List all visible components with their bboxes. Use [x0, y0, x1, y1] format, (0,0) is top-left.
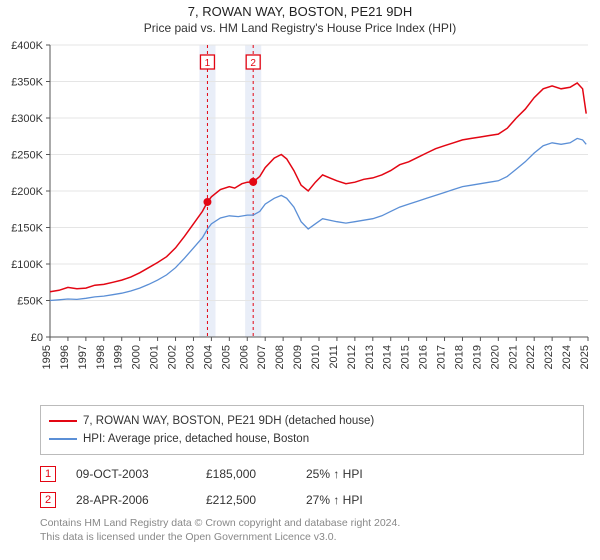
svg-text:2: 2: [250, 58, 256, 69]
svg-text:1999: 1999: [113, 345, 125, 369]
svg-text:2007: 2007: [256, 345, 268, 369]
title-address: 7, ROWAN WAY, BOSTON, PE21 9DH: [0, 4, 600, 19]
svg-text:1995: 1995: [41, 345, 53, 369]
svg-text:2024: 2024: [561, 345, 573, 369]
sale-marker: 2: [40, 492, 56, 508]
svg-text:2013: 2013: [364, 345, 376, 369]
svg-text:2025: 2025: [579, 345, 591, 369]
sale-date: 09-OCT-2003: [76, 467, 186, 481]
svg-text:1997: 1997: [77, 345, 89, 369]
sale-row: 2 28-APR-2006 £212,500 27% ↑ HPI: [40, 487, 584, 513]
svg-text:£200K: £200K: [11, 186, 43, 198]
svg-text:2012: 2012: [346, 345, 358, 369]
svg-text:2005: 2005: [220, 345, 232, 369]
svg-text:2004: 2004: [202, 345, 214, 369]
svg-text:2010: 2010: [310, 345, 322, 369]
sale-row: 1 09-OCT-2003 £185,000 25% ↑ HPI: [40, 461, 584, 487]
svg-text:£50K: £50K: [17, 296, 43, 308]
legend: 7, ROWAN WAY, BOSTON, PE21 9DH (detached…: [40, 405, 584, 455]
svg-text:2019: 2019: [471, 345, 483, 369]
svg-text:2006: 2006: [238, 345, 250, 369]
footer-line: Contains HM Land Registry data © Crown c…: [40, 517, 584, 531]
svg-text:2015: 2015: [400, 345, 412, 369]
sale-diff: 25% ↑ HPI: [306, 467, 396, 481]
footer-line: This data is licensed under the Open Gov…: [40, 531, 584, 545]
svg-text:2021: 2021: [507, 345, 519, 369]
svg-text:2018: 2018: [453, 345, 465, 369]
legend-item-subject: 7, ROWAN WAY, BOSTON, PE21 9DH (detached…: [49, 412, 575, 430]
svg-text:2000: 2000: [131, 345, 143, 369]
svg-text:2020: 2020: [489, 345, 501, 369]
svg-text:£400K: £400K: [11, 40, 43, 52]
sale-price: £185,000: [206, 467, 286, 481]
svg-text:2014: 2014: [382, 345, 394, 369]
svg-text:1: 1: [205, 58, 211, 69]
svg-text:2009: 2009: [292, 345, 304, 369]
svg-text:£250K: £250K: [11, 150, 43, 162]
sale-price: £212,500: [206, 493, 286, 507]
sale-diff: 27% ↑ HPI: [306, 493, 396, 507]
sale-marker: 1: [40, 466, 56, 482]
svg-text:2001: 2001: [149, 345, 161, 369]
legend-item-hpi: HPI: Average price, detached house, Bost…: [49, 430, 575, 448]
svg-text:2002: 2002: [167, 345, 179, 369]
title-subtitle: Price paid vs. HM Land Registry's House …: [0, 21, 600, 35]
price-chart: £0 £50K £100K £150K £200K £250K £300K £350K £400…: [0, 37, 600, 397]
svg-text:£150K: £150K: [11, 223, 43, 235]
sale-date: 28-APR-2006: [76, 493, 186, 507]
footer-attribution: Contains HM Land Registry data © Crown c…: [40, 517, 584, 544]
svg-text:1998: 1998: [95, 345, 107, 369]
sales-table: 1 09-OCT-2003 £185,000 25% ↑ HPI 2 28-AP…: [40, 461, 584, 513]
legend-swatch: [49, 438, 77, 440]
legend-label: 7, ROWAN WAY, BOSTON, PE21 9DH (detached…: [83, 415, 374, 427]
svg-text:2023: 2023: [543, 345, 555, 369]
svg-text:1996: 1996: [59, 345, 71, 369]
svg-text:2016: 2016: [418, 345, 430, 369]
legend-label: HPI: Average price, detached house, Bost…: [83, 433, 309, 445]
svg-text:2017: 2017: [436, 345, 448, 369]
svg-text:2022: 2022: [525, 345, 537, 369]
svg-text:£300K: £300K: [11, 113, 43, 125]
svg-text:£100K: £100K: [11, 259, 43, 271]
chart-svg: £0 £50K £100K £150K £200K £250K £300K £350K £400…: [0, 37, 600, 397]
svg-text:2008: 2008: [274, 345, 286, 369]
svg-text:2003: 2003: [184, 345, 196, 369]
svg-text:2011: 2011: [328, 345, 340, 369]
svg-text:£0: £0: [31, 332, 43, 344]
svg-text:£350K: £350K: [11, 77, 43, 89]
legend-swatch: [49, 420, 77, 422]
